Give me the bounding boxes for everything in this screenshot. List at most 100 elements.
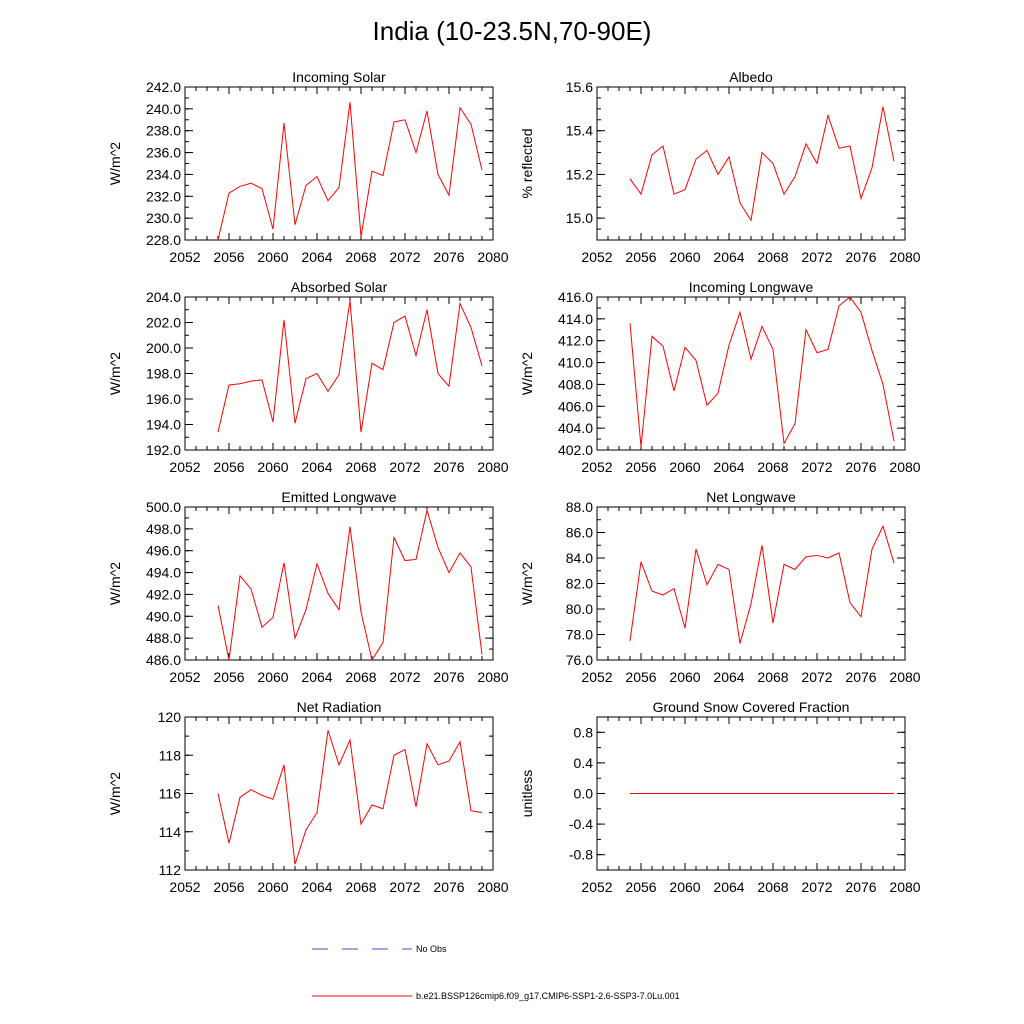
- chart-8-ytick-label: 0.8: [574, 724, 594, 740]
- chart-2-xtick-label: 2064: [713, 249, 744, 265]
- chart-8-xtick-label: 2064: [713, 879, 744, 895]
- chart-8-xtick-label: 2068: [757, 879, 788, 895]
- chart-1-xtick-label: 2080: [477, 249, 508, 265]
- chart-3-xtick-label: 2056: [213, 459, 244, 475]
- chart-3-ytick-label: 198.0: [146, 366, 181, 382]
- chart-4-xtick-label: 2056: [625, 459, 656, 475]
- chart-3-xtick-label: 2060: [257, 459, 288, 475]
- chart-5-xtick-label: 2064: [301, 669, 332, 685]
- chart-2-ytick-label: 15.0: [566, 210, 593, 226]
- chart-7-ytick-label: 114: [159, 824, 182, 840]
- chart-4-ylabel: W/m^2: [519, 352, 535, 395]
- chart-3-xtick-label: 2080: [477, 459, 508, 475]
- chart-5-ytick-label: 496.0: [146, 543, 181, 559]
- chart-6-xtick-label: 2072: [801, 669, 832, 685]
- legend-model-label: b.e21.BSSP126cmip6.f09_g17.CMIP6-SSP1-2.…: [416, 991, 680, 1001]
- chart-3-ytick-label: 200.0: [146, 340, 181, 356]
- chart-8-xtick-label: 2072: [801, 879, 832, 895]
- chart-8-xtick-label: 2052: [581, 879, 612, 895]
- chart-4-xtick-label: 2080: [889, 459, 920, 475]
- chart-4-ytick-label: 404.0: [558, 420, 593, 436]
- chart-4-ytick-label: 402.0: [558, 442, 593, 458]
- chart-7-xtick-label: 2052: [169, 879, 200, 895]
- legend: No Obs b.e21.BSSP126cmip6.f09_g17.CMIP6-…: [312, 944, 680, 1001]
- chart-7-ylabel: W/m^2: [107, 772, 123, 815]
- chart-6-ytick-label: 82.0: [566, 576, 593, 592]
- chart-3-ytick-label: 196.0: [146, 391, 181, 407]
- chart-2-xtick-label: 2068: [757, 249, 788, 265]
- chart-5-xtick-label: 2080: [477, 669, 508, 685]
- chart-panel-4: Incoming Longwave 2052 2056 2060 2064 2068 207…: [519, 279, 921, 475]
- chart-panel-6: Net Longwave 2052 2056 2060 2064 2068 2072 2076…: [519, 489, 921, 685]
- chart-4-title: Incoming Longwave: [689, 279, 814, 295]
- chart-2-ylabel: % reflected: [519, 128, 535, 198]
- chart-panel-7: Net Radiation 2052 2056 2060 2064 2068 2072 207…: [107, 699, 509, 895]
- chart-7-xtick-label: 2056: [213, 879, 244, 895]
- chart-1-ytick-label: 236.0: [146, 145, 181, 161]
- chart-3-ylabel: W/m^2: [107, 352, 123, 395]
- chart-7-xtick-label: 2072: [389, 879, 420, 895]
- chart-7-xtick-label: 2076: [433, 879, 464, 895]
- chart-2-xtick-label: 2052: [581, 249, 612, 265]
- chart-3-series-line: [217, 300, 483, 433]
- chart-1-ytick-label: 232.0: [146, 188, 181, 204]
- chart-3-ytick-label: 194.0: [146, 417, 181, 433]
- chart-7-xtick-label: 2060: [257, 879, 288, 895]
- chart-2-series-line: [629, 106, 895, 222]
- chart-4-ytick-label: 408.0: [558, 376, 593, 392]
- chart-4-xtick-label: 2064: [713, 459, 744, 475]
- chart-7-ytick-label: 112: [159, 862, 182, 878]
- chart-4-xtick-label: 2060: [669, 459, 700, 475]
- chart-1-xtick-label: 2060: [257, 249, 288, 265]
- chart-6-title: Net Longwave: [706, 489, 796, 505]
- chart-2-xtick-label: 2076: [845, 249, 876, 265]
- chart-4-ytick-label: 410.0: [558, 355, 593, 371]
- chart-2-title: Albedo: [729, 69, 773, 85]
- chart-2-xtick-label: 2080: [889, 249, 920, 265]
- chart-2-ytick-label: 15.4: [566, 123, 593, 139]
- chart-2-xtick-label: 2056: [625, 249, 656, 265]
- chart-5-ytick-label: 490.0: [146, 608, 181, 624]
- chart-panel-8: Ground Snow Covered Fraction 2052 2056 2060…: [519, 699, 921, 895]
- chart-6-ytick-label: 88.0: [566, 499, 593, 515]
- chart-6-xtick-label: 2076: [845, 669, 876, 685]
- legend-obs-label: No Obs: [416, 944, 447, 954]
- chart-4-xtick-label: 2076: [845, 459, 876, 475]
- chart-3-xtick-label: 2072: [389, 459, 420, 475]
- chart-6-ylabel: W/m^2: [519, 562, 535, 605]
- chart-7-ytick-label: 118: [159, 747, 182, 763]
- chart-4-xtick-label: 2072: [801, 459, 832, 475]
- chart-panel-2: Albedo 2052 2056 2060 2064 2068 2072 2076 2080 15…: [519, 69, 921, 265]
- chart-5-ytick-label: 488.0: [146, 630, 181, 646]
- chart-1-ytick-label: 228.0: [146, 232, 181, 248]
- chart-7-xtick-label: 2064: [301, 879, 332, 895]
- chart-1-xtick-label: 2064: [301, 249, 332, 265]
- chart-6-xtick-label: 2056: [625, 669, 656, 685]
- chart-5-xtick-label: 2068: [345, 669, 376, 685]
- chart-5-series-line: [217, 508, 483, 662]
- chart-1-ylabel: W/m^2: [107, 142, 123, 185]
- chart-2-xtick-label: 2072: [801, 249, 832, 265]
- chart-6-xtick-label: 2060: [669, 669, 700, 685]
- chart-7-title: Net Radiation: [297, 699, 382, 715]
- chart-3-xtick-label: 2052: [169, 459, 200, 475]
- chart-8-xtick-label: 2080: [889, 879, 920, 895]
- chart-1-title: Incoming Solar: [292, 69, 386, 85]
- chart-5-frame: [184, 506, 494, 661]
- chart-5-xtick-label: 2056: [213, 669, 244, 685]
- chart-1-ytick-label: 230.0: [146, 210, 181, 226]
- chart-5-xtick-label: 2072: [389, 669, 420, 685]
- chart-3-title: Absorbed Solar: [291, 279, 388, 295]
- figure-title: India (10-23.5N,70-90E): [373, 16, 652, 46]
- chart-8-ytick-label: 0.0: [574, 786, 594, 802]
- chart-3-xtick-label: 2068: [345, 459, 376, 475]
- chart-3-xtick-label: 2064: [301, 459, 332, 475]
- chart-7-ytick-label: 116: [159, 786, 182, 802]
- chart-6-xtick-label: 2052: [581, 669, 612, 685]
- chart-4-series-line: [629, 296, 895, 447]
- chart-4-ytick-label: 412.0: [558, 333, 593, 349]
- chart-5-ytick-label: 500.0: [146, 499, 181, 515]
- chart-7-xtick-label: 2080: [477, 879, 508, 895]
- chart-5-ytick-label: 486.0: [146, 652, 181, 668]
